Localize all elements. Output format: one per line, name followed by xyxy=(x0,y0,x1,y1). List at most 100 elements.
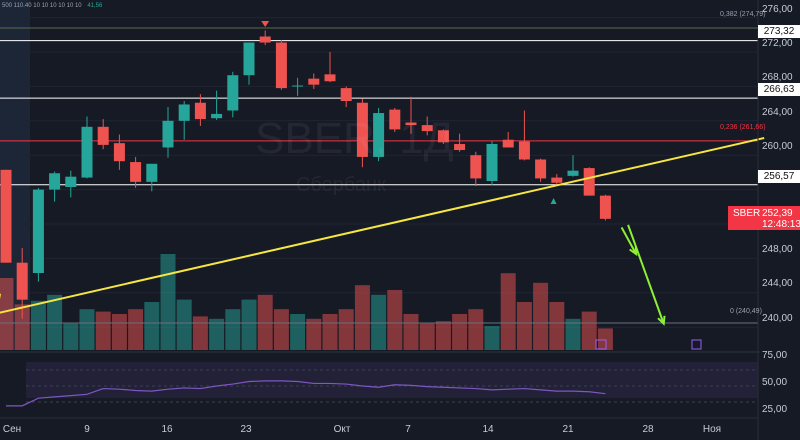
volume-bar xyxy=(47,294,63,350)
rsi-line xyxy=(6,380,606,407)
candle-body xyxy=(211,113,223,119)
event-marker-icon[interactable] xyxy=(691,339,702,350)
y-tick-label: 240,00 xyxy=(762,313,793,324)
candle-body xyxy=(356,102,368,157)
candle-body xyxy=(32,189,44,274)
level-label-273[interactable]: 273,32 xyxy=(758,25,800,38)
candle-body xyxy=(162,120,174,148)
event-marker-icon[interactable] xyxy=(595,339,607,350)
volume-bar xyxy=(63,323,79,350)
volume-bar xyxy=(144,302,160,350)
candle-body xyxy=(259,36,271,43)
candle-body xyxy=(535,159,547,179)
volume-bar xyxy=(435,321,451,350)
volume-bar xyxy=(241,299,257,350)
candle-body xyxy=(405,122,417,126)
y-tick-label: 264,00 xyxy=(762,107,793,118)
current-price-badge[interactable]: SBER 252,39 12:48:13 xyxy=(728,206,800,230)
y-tick-label: 244,00 xyxy=(762,278,793,289)
y-tick-label: 268,00 xyxy=(762,72,793,83)
volume-bar xyxy=(354,285,370,350)
volume-bar xyxy=(111,314,127,350)
candle-body xyxy=(275,42,287,89)
volume-bar xyxy=(176,299,192,350)
level-label-256[interactable]: 256,57 xyxy=(758,170,800,183)
rsi-level-label: 50,00 xyxy=(762,377,788,388)
rsi-level-label: 75,00 xyxy=(762,350,788,361)
rsi-indicator xyxy=(6,369,758,407)
volume-bar xyxy=(371,294,387,350)
volume-bar xyxy=(192,316,208,350)
volume-bar xyxy=(306,318,322,350)
volume-bar xyxy=(290,314,306,350)
volume-bar xyxy=(516,302,532,350)
candle-body xyxy=(324,74,336,82)
x-tick-label: Сен xyxy=(2,424,22,435)
rsi-level-label: 25,00 xyxy=(762,404,788,415)
candle-body xyxy=(340,88,352,102)
volume-bar xyxy=(549,302,565,350)
drawings[interactable] xyxy=(0,21,765,326)
rsi-band xyxy=(26,362,758,398)
volume-bar xyxy=(419,323,435,350)
volume-bar xyxy=(581,311,597,350)
volume-bar xyxy=(565,318,581,350)
x-tick-label: Ноя xyxy=(702,424,722,435)
symbol-watermark: SBER, 1Д xyxy=(255,114,454,163)
x-tick-label: 9 xyxy=(84,424,90,435)
x-tick-label: 16 xyxy=(161,424,173,435)
candle-body xyxy=(454,144,466,151)
volume-bar xyxy=(533,282,549,350)
x-tick-label: 21 xyxy=(562,424,574,435)
fib-label-0: 0 (240,49) xyxy=(730,308,762,315)
volume-bar xyxy=(597,328,613,350)
level-label-266[interactable]: 266,63 xyxy=(758,83,800,96)
badge-symbol: SBER xyxy=(733,208,761,219)
volume-bar xyxy=(95,311,111,350)
candle-body xyxy=(130,162,142,182)
high-marker-icon xyxy=(261,21,270,27)
volume-bar xyxy=(403,314,419,350)
trend-line xyxy=(0,137,765,314)
badge-countdown: 12:48:13 xyxy=(762,219,800,230)
arrow-head-icon xyxy=(657,315,666,326)
candle-body xyxy=(113,143,125,162)
candle-body xyxy=(16,262,28,300)
volume-bar xyxy=(209,318,225,350)
y-tick-label: 260,00 xyxy=(762,141,793,152)
arrow-line xyxy=(627,224,665,325)
candle-body xyxy=(292,85,304,87)
candle-body xyxy=(437,130,449,143)
volume-bar xyxy=(273,309,289,350)
volume-bar xyxy=(484,326,500,350)
volume-bar xyxy=(387,290,403,350)
volume-bar xyxy=(257,294,273,350)
volume-bar xyxy=(30,300,46,350)
watermark-timeframe: 1Д xyxy=(399,114,454,163)
volume-bar xyxy=(338,309,354,350)
candle-body xyxy=(518,141,530,160)
candle-body xyxy=(81,126,93,178)
arrow-line xyxy=(620,226,638,255)
candle-body xyxy=(178,104,190,121)
volume-bar xyxy=(322,314,338,350)
candle-body xyxy=(389,109,401,130)
low-marker-icon xyxy=(550,198,557,204)
fib-label-0236: 0,236 (261,66) xyxy=(720,124,766,131)
candle-body xyxy=(486,144,498,181)
indicator-legend[interactable]: 500 110.40 10 10 10 10 10 10 41,56 xyxy=(2,3,102,9)
y-tick-label: 276,00 xyxy=(762,4,793,15)
y-tick-label: 248,00 xyxy=(762,244,793,255)
candle-body xyxy=(599,195,611,219)
candle-body xyxy=(502,139,514,148)
volume-bar xyxy=(452,314,468,350)
y-tick-label: 272,00 xyxy=(762,38,793,49)
company-watermark: Сбербанк xyxy=(296,174,386,196)
candle-body xyxy=(551,177,563,183)
badge-price: 252,39 xyxy=(762,208,793,219)
candle-body xyxy=(583,168,595,196)
volume-bar xyxy=(128,309,144,350)
volume-bar xyxy=(225,309,241,350)
